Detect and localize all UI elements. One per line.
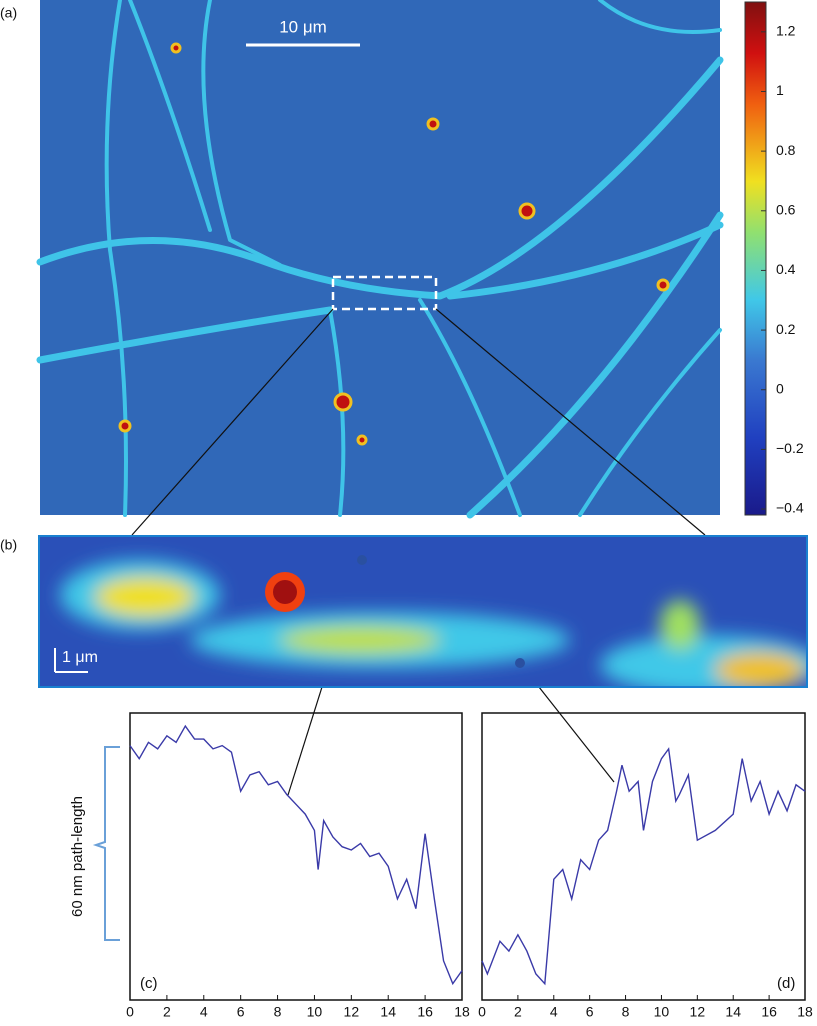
- data-line: [482, 749, 805, 984]
- colorbar-tick-label: 0.4: [776, 261, 796, 277]
- x-tick-label: 10: [307, 1004, 323, 1020]
- x-tick-label: 6: [586, 1004, 594, 1020]
- panel-label: (c): [140, 975, 158, 992]
- micrograph-part: [520, 204, 534, 218]
- x-tick-label: 16: [417, 1004, 433, 1020]
- micrograph: [40, 0, 720, 515]
- x-tick-label: 2: [514, 1004, 522, 1020]
- data-line: [130, 726, 462, 984]
- micrograph-part: [358, 436, 366, 444]
- x-tick-label: 10: [654, 1004, 670, 1020]
- x-tick-label: 18: [454, 1004, 470, 1020]
- x-tick-label: 8: [622, 1004, 630, 1020]
- panel-label: (a): [0, 5, 17, 21]
- x-tick-label: 2: [163, 1004, 171, 1020]
- plot-frame: [482, 713, 805, 1000]
- micrograph-part: [658, 280, 668, 290]
- zoom-image-part-part: [660, 600, 700, 650]
- micrograph-part: [120, 421, 130, 431]
- zoom-image: [40, 537, 817, 695]
- colorbar-tick-label: 1.2: [776, 23, 796, 39]
- scale-bar-label: 1 μm: [62, 649, 98, 666]
- scale-bar-label: 10 μm: [279, 17, 327, 36]
- x-tick-label: 0: [478, 1004, 486, 1020]
- x-tick-label: 12: [344, 1004, 360, 1020]
- micrograph-part: [172, 44, 180, 52]
- charts: 024681012141618Time (min)60 nm path-leng…: [69, 713, 813, 1021]
- zoom-image-part-part: [95, 577, 195, 617]
- y-axis-label: 60 nm path-length: [69, 796, 86, 917]
- micrograph-part: [428, 119, 438, 129]
- x-tick-label: 14: [380, 1004, 396, 1020]
- zoom-image-part: [515, 658, 525, 668]
- x-tick-label: 6: [237, 1004, 245, 1020]
- colorbar-axis: 1.2 1 0.8 0.6 0.4 0.2 0 −0.2 −0.4: [761, 23, 804, 516]
- plot-frame: [130, 713, 462, 1000]
- x-tick-label: 4: [200, 1004, 208, 1020]
- x-tick-label: 4: [550, 1004, 558, 1020]
- colorbar: [745, 2, 766, 515]
- x-tick-label: 18: [797, 1004, 813, 1020]
- micrograph-part: [40, 0, 720, 515]
- panel-label: (b): [0, 537, 17, 553]
- colorbar-tick-label: −0.4: [776, 500, 804, 516]
- bracket: [96, 747, 120, 940]
- zoom-image-part-part: [715, 652, 805, 688]
- x-tick-label: 0: [126, 1004, 134, 1020]
- figure: (a) 10 μm 1.2 1 0.8 0.6 0.4 0.2 0 −0.2 −0.4: [0, 0, 817, 1021]
- colorbar-tick-label: 0.6: [776, 201, 796, 217]
- colorbar-tick-label: 0.8: [776, 142, 796, 158]
- colorbar-tick-label: 0: [776, 380, 784, 396]
- zoom-image-part: [273, 580, 297, 604]
- zoom-image-part: [357, 555, 367, 565]
- panel-label: (d): [777, 975, 795, 992]
- x-tick-label: 12: [690, 1004, 706, 1020]
- x-tick-label: 14: [725, 1004, 741, 1020]
- x-tick-label: 8: [274, 1004, 282, 1020]
- zoom-image-part-part: [280, 626, 440, 654]
- colorbar-tick-label: 0.2: [776, 321, 796, 337]
- x-tick-label: 16: [761, 1004, 777, 1020]
- colorbar-tick-label: 1: [776, 82, 784, 98]
- colorbar-tick-label: −0.2: [776, 440, 804, 456]
- micrograph-part: [335, 394, 351, 410]
